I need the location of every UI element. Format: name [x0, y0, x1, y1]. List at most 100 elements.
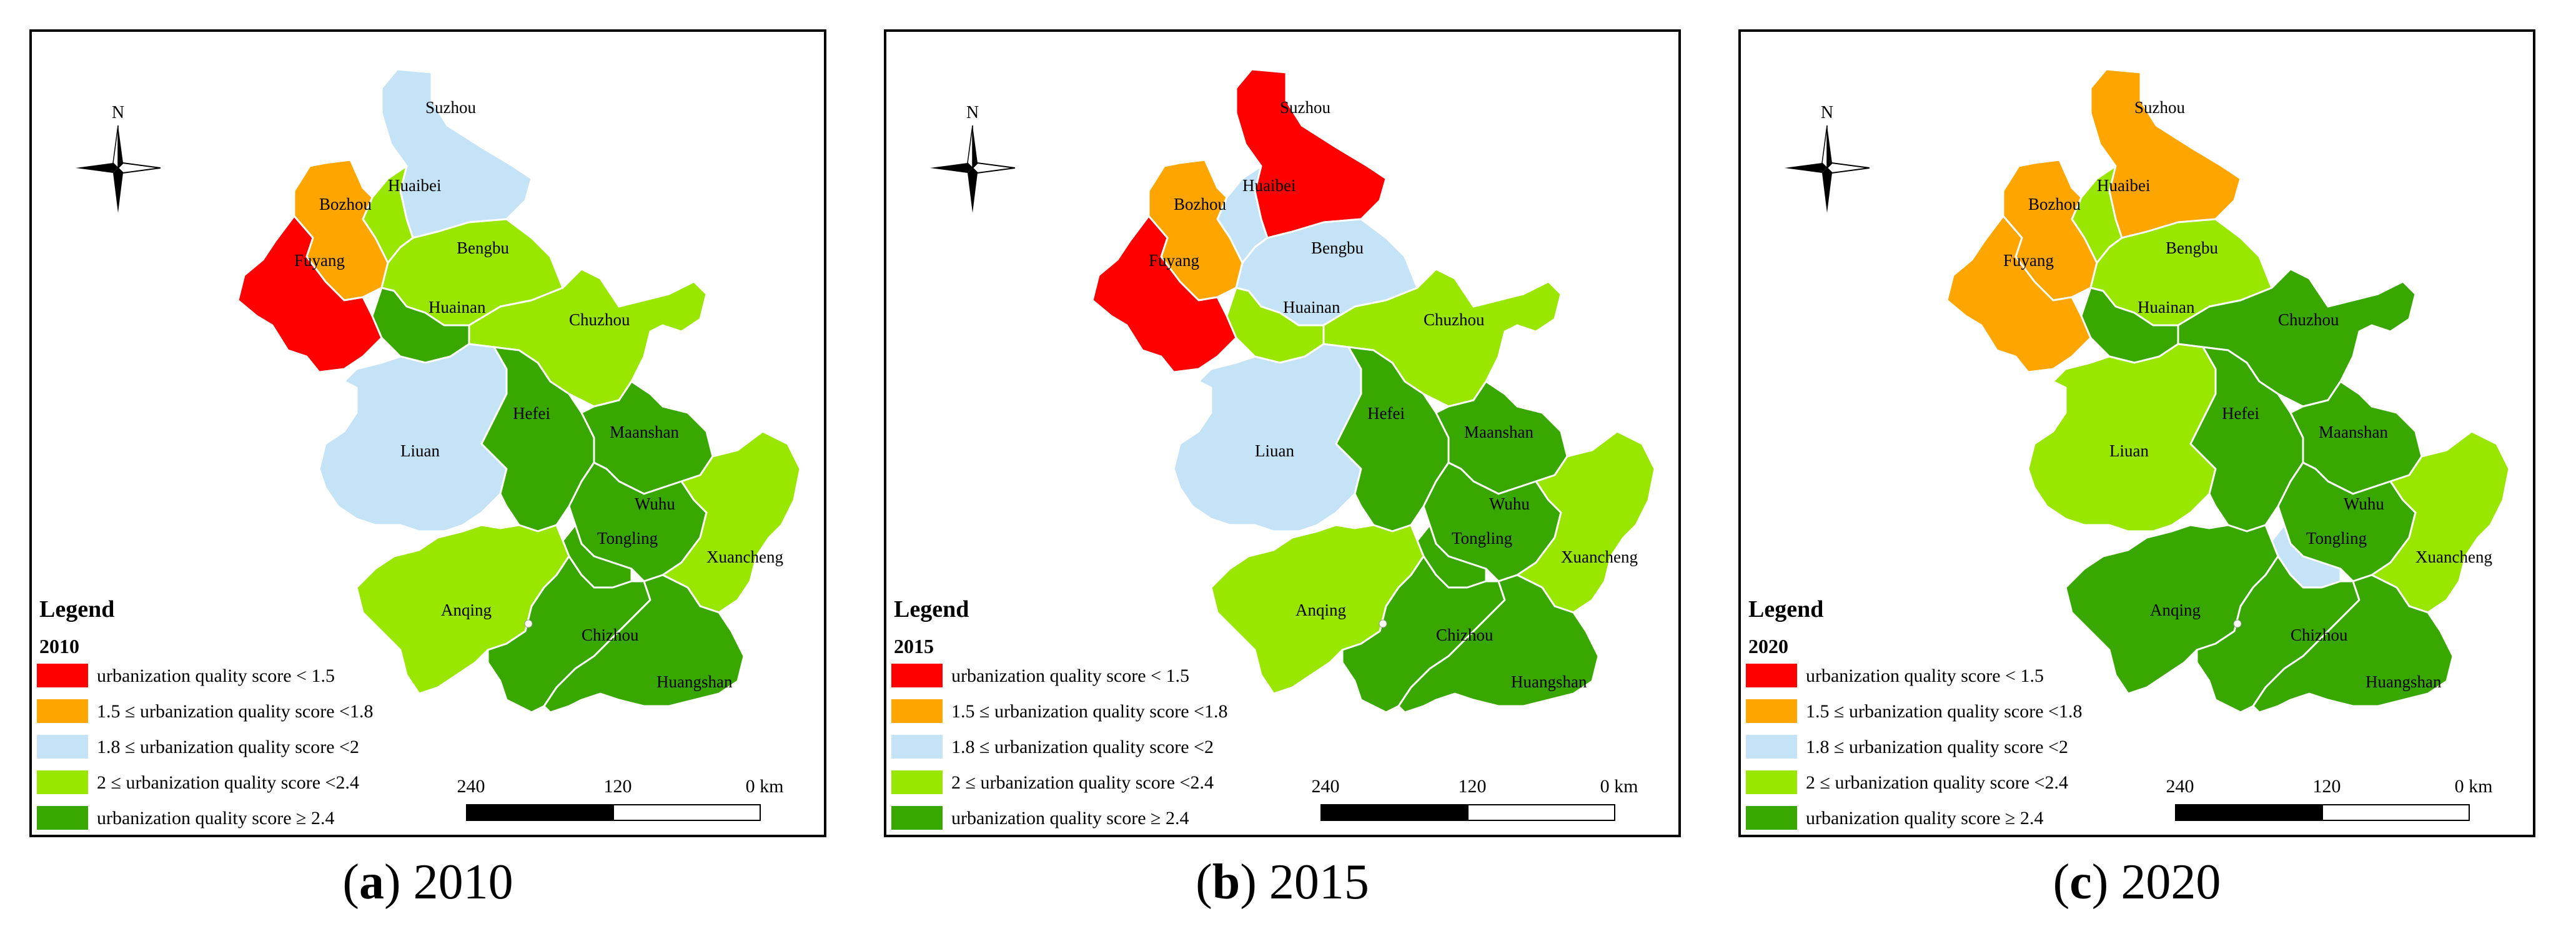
- city-label-tongling: Tongling: [2306, 529, 2367, 548]
- city-label-fuyang: Fuyang: [1149, 251, 1199, 270]
- city-region-huangshan: [1397, 574, 1600, 714]
- caption-letter: c: [2069, 855, 2092, 910]
- cities: [1091, 68, 1656, 714]
- city-labels: Suzhou Huaibei Bozhou Fuyang Bengbu Huainan Ch…: [294, 98, 783, 691]
- city-label-chuzhou: Chuzhou: [2278, 310, 2339, 329]
- city-label-huainan: Huainan: [2138, 298, 2195, 317]
- north-label: N: [966, 103, 979, 122]
- scale-label: 240: [457, 776, 485, 797]
- legend-swatch: [891, 806, 943, 830]
- city-region-xuancheng: [1516, 430, 1656, 614]
- city-label-huangshan: Huangshan: [2365, 672, 2442, 691]
- legend-label: 2 ≤ urbanization quality score <2.4: [1806, 772, 2068, 793]
- scale-label: 240: [1312, 776, 1340, 797]
- north-label: N: [112, 103, 124, 122]
- north-label: N: [1821, 103, 1833, 122]
- city-region-liuan: [318, 343, 508, 533]
- city-label-anqing: Anqing: [2150, 601, 2201, 619]
- cities: [237, 68, 801, 714]
- legend-swatch: [37, 699, 88, 723]
- city-label-anqing: Anqing: [441, 601, 492, 619]
- caption-2010: (a) 2010: [342, 855, 513, 910]
- lake-marker: [2233, 619, 2242, 628]
- legend-label: 2 ≤ urbanization quality score <2.4: [97, 772, 359, 793]
- legend-label: 1.8 ≤ urbanization quality score <2: [951, 737, 1214, 757]
- city-label-maanshan: Maanshan: [610, 423, 679, 441]
- scale-bar: 240 120 0 km: [2166, 776, 2493, 821]
- city-label-chizhou: Chizhou: [2291, 626, 2348, 644]
- city-label-xuancheng: Xuancheng: [706, 548, 783, 566]
- legend-swatch: [891, 664, 943, 687]
- lake-marker: [524, 619, 533, 628]
- city-label-anqing: Anqing: [1295, 601, 1346, 619]
- legend-title: Legend: [39, 596, 114, 622]
- city-region-xuancheng: [2370, 430, 2510, 614]
- legend-label: 1.8 ≤ urbanization quality score <2: [1806, 737, 2068, 757]
- legend: Legend 2020 urbanization quality score < 1…: [1746, 596, 2082, 830]
- legend-swatch: [37, 735, 88, 759]
- legend-label: urbanization quality score < 1.5: [97, 666, 335, 686]
- city-label-hefei: Hefei: [513, 404, 550, 423]
- city-region-fuyang: [237, 215, 383, 373]
- city-label-huaibei: Huaibei: [388, 176, 441, 195]
- legend-label: urbanization quality score ≥ 2.4: [1806, 808, 2044, 828]
- legend-swatch: [1746, 806, 1797, 830]
- legend: Legend 2015 urbanization quality score < 1…: [891, 596, 1227, 830]
- city-region-huangshan: [543, 574, 745, 714]
- map-svg: N Suzhou Huaibei Bozhou Fuyang Bengbu Huainan C…: [891, 68, 1656, 830]
- cities: [1946, 68, 2510, 714]
- legend-label: urbanization quality score ≥ 2.4: [97, 808, 335, 828]
- lake-marker: [1379, 619, 1387, 628]
- city-label-suzhou: Suzhou: [1280, 98, 1331, 117]
- legend-swatch: [1746, 664, 1797, 687]
- city-label-suzhou: Suzhou: [2134, 98, 2186, 117]
- city-label-chuzhou: Chuzhou: [1424, 310, 1485, 329]
- legend-title: Legend: [1748, 596, 1823, 622]
- legend-year: 2015: [894, 635, 934, 657]
- legend-swatch: [891, 699, 943, 723]
- city-label-huangshan: Huangshan: [1511, 672, 1587, 691]
- legend-swatch: [37, 806, 88, 830]
- city-label-huaibei: Huaibei: [2097, 176, 2150, 195]
- legend-label: 2 ≤ urbanization quality score <2.4: [951, 772, 1214, 793]
- north-arrow-icon: N: [930, 103, 1016, 213]
- legend: Legend 2010 urbanization quality score < 1…: [37, 596, 373, 830]
- legend-label: 1.5 ≤ urbanization quality score <1.8: [951, 701, 1227, 722]
- city-label-xuancheng: Xuancheng: [1561, 548, 1638, 566]
- caption-letter: a: [359, 855, 384, 910]
- legend-label: 1.5 ≤ urbanization quality score <1.8: [1806, 701, 2082, 722]
- city-label-tongling: Tongling: [1452, 529, 1512, 548]
- city-region-huangshan: [2252, 574, 2454, 714]
- city-labels: Suzhou Huaibei Bozhou Fuyang Bengbu Huainan Ch…: [2003, 98, 2492, 691]
- legend-swatch: [1746, 699, 1797, 723]
- caption-2015: (b) 2015: [1196, 855, 1369, 910]
- city-label-wuhu: Wuhu: [2344, 494, 2384, 513]
- legend-title: Legend: [894, 596, 969, 622]
- city-label-huainan: Huainan: [1283, 298, 1340, 317]
- city-label-fuyang: Fuyang: [294, 251, 345, 270]
- city-label-liuan: Liuan: [1255, 441, 1294, 460]
- city-label-huainan: Huainan: [429, 298, 486, 317]
- scale-label: 0 km: [746, 776, 784, 797]
- city-label-hefei: Hefei: [1367, 404, 1405, 423]
- city-region-fuyang: [1091, 215, 1237, 373]
- caption-year: 2020: [2121, 855, 2221, 910]
- city-label-hefei: Hefei: [2222, 404, 2259, 423]
- scale-label: 120: [604, 776, 632, 797]
- city-label-bozhou: Bozhou: [1174, 195, 1226, 214]
- city-label-liuan: Liuan: [2109, 441, 2149, 460]
- scale-label: 120: [2313, 776, 2341, 797]
- city-label-fuyang: Fuyang: [2003, 251, 2054, 270]
- city-label-maanshan: Maanshan: [2319, 423, 2388, 441]
- scale-bar: 240 120 0 km: [457, 776, 784, 821]
- city-label-chizhou: Chizhou: [1436, 626, 1494, 644]
- city-label-bengbu: Bengbu: [457, 238, 509, 257]
- city-label-bozhou: Bozhou: [2028, 195, 2081, 214]
- scale-label: 0 km: [2455, 776, 2493, 797]
- city-label-xuancheng: Xuancheng: [2415, 548, 2492, 566]
- caption-year: 2010: [413, 855, 513, 910]
- city-label-tongling: Tongling: [597, 529, 658, 548]
- city-label-chuzhou: Chuzhou: [569, 310, 630, 329]
- legend-swatch: [1746, 735, 1797, 759]
- legend-label: urbanization quality score < 1.5: [1806, 666, 2044, 686]
